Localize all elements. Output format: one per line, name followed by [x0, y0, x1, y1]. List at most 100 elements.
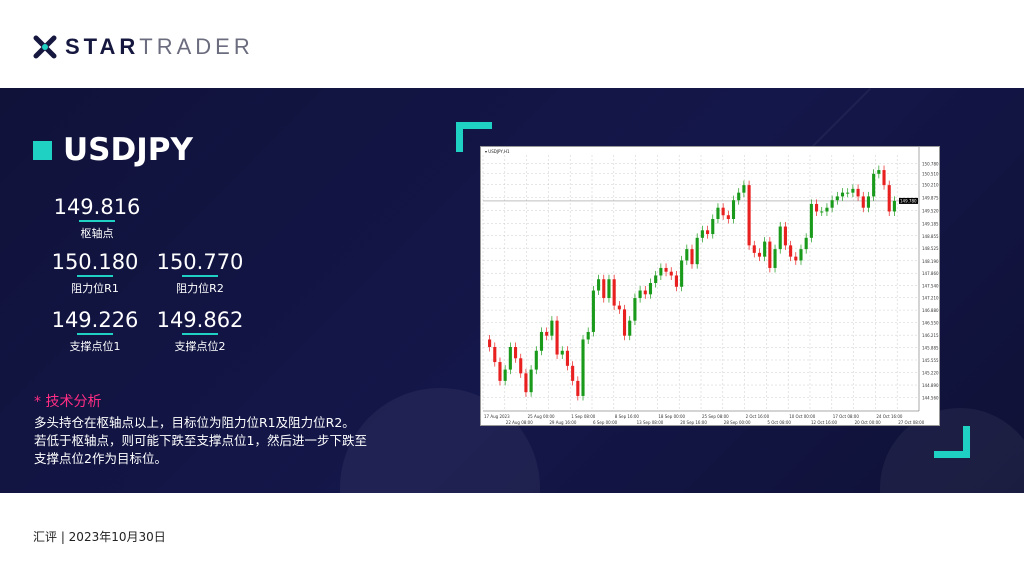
- candle-body: [778, 226, 782, 250]
- r1-label: 阻力位R1: [71, 282, 119, 295]
- y-tick-label: 144.560: [922, 395, 939, 400]
- corner-bracket: [934, 451, 970, 458]
- x-tick-label: 24 Oct 16:00: [876, 414, 903, 419]
- candle-body: [581, 339, 585, 396]
- candle-body: [835, 196, 839, 201]
- candle-body: [825, 207, 829, 212]
- candle-body: [877, 170, 881, 174]
- x-tick-label: 27 Oct 08:00: [898, 420, 925, 425]
- r2-value: 150.770: [156, 250, 244, 274]
- candle-body: [654, 275, 658, 283]
- candle-body: [565, 350, 569, 366]
- current-price-label: 149.780: [900, 198, 917, 203]
- candle-body: [669, 271, 673, 276]
- y-tick-label: 146.880: [922, 308, 939, 313]
- page-title: USDJPY: [63, 132, 193, 168]
- title-marker: [33, 141, 52, 160]
- candle-body: [560, 350, 564, 355]
- candle-body: [519, 358, 523, 374]
- s2-label: 支撑点位2: [174, 340, 226, 353]
- y-tick-label: 148.190: [922, 259, 939, 264]
- candle-body: [804, 237, 808, 250]
- x-tick-label: 12 Oct 16:00: [811, 420, 838, 425]
- x-tick-label: 1 Sep 08:00: [571, 414, 596, 419]
- y-tick-label: 144.890: [922, 383, 939, 388]
- candle-body: [674, 275, 678, 287]
- candle-body: [633, 298, 637, 321]
- s1-label: 支撑点位1: [69, 340, 121, 353]
- x-tick-label: 5 Oct 08:00: [767, 420, 791, 425]
- content-band: USDJPY 149.816 枢轴点 150.180 阻力位R1 150.770 阻力…: [0, 88, 1024, 493]
- y-tick-label: 150.780: [922, 161, 939, 166]
- x-tick-label: 28 Sep 00:00: [724, 420, 751, 425]
- candle-body: [555, 320, 559, 355]
- star-logo-icon: [33, 35, 57, 59]
- s2-value: 149.862: [156, 308, 244, 332]
- x-tick-label: 17 Aug 2023: [484, 414, 510, 419]
- candle-body: [622, 309, 627, 336]
- candle-body: [706, 230, 710, 235]
- candle-body: [545, 331, 549, 336]
- x-tick-label: 22 Aug 08:00: [506, 420, 533, 425]
- candle-body: [508, 347, 512, 370]
- candle-body: [607, 279, 611, 299]
- candle-body: [763, 241, 767, 257]
- y-tick-label: 150.510: [922, 171, 939, 176]
- candle-body: [726, 215, 730, 219]
- candle-body: [524, 373, 528, 393]
- candle-body: [866, 196, 871, 208]
- candle-body: [757, 252, 762, 257]
- analysis-body: 多头持仓在枢轴点以上，目标位为阻力位R1及阻力位R2。 若低于枢轴点，则可能下跌…: [34, 414, 434, 468]
- candle-body: [794, 256, 798, 261]
- y-tick-label: 147.860: [922, 271, 939, 276]
- candle-body: [638, 290, 642, 299]
- analysis-line: 支撑点位2作为目标位。: [34, 451, 167, 466]
- candlestick-chart: 144.560 144.890 145.220 145.555 145.885 146.2…: [482, 147, 939, 425]
- candle-body: [752, 245, 756, 253]
- s1-level: 149.226 支撑点位1: [40, 308, 150, 354]
- r2-label: 阻力位R2: [176, 282, 224, 295]
- candle-body: [591, 290, 595, 332]
- x-tick-label: 25 Aug 00:00: [528, 414, 555, 419]
- x-tick-label: 17 Oct 08:00: [833, 414, 860, 419]
- candle-body: [830, 200, 834, 208]
- y-tick-label: 150.210: [922, 183, 939, 188]
- candle-body: [695, 237, 699, 265]
- s2-level: 149.862 支撑点位2: [145, 308, 255, 354]
- candle-body: [721, 207, 725, 216]
- pivot-label: 枢轴点: [80, 227, 114, 240]
- candle-body: [892, 200, 896, 212]
- candle-body: [617, 305, 621, 310]
- y-tick-label: 149.875: [922, 195, 939, 200]
- candle-body: [783, 226, 787, 246]
- candle-body: [643, 290, 647, 295]
- candle-body: [597, 279, 601, 291]
- x-tick-label: 2 Oct 16:00: [746, 414, 770, 419]
- candle-body: [576, 380, 580, 396]
- corner-bracket: [963, 426, 970, 458]
- candle-body: [628, 320, 632, 336]
- candle-body: [498, 362, 502, 381]
- candle-body: [846, 192, 850, 194]
- candle-body: [711, 219, 715, 235]
- candle-body: [799, 249, 803, 261]
- current-price-tag: [899, 197, 918, 204]
- analysis-heading: * 技术分析: [34, 394, 102, 410]
- symbol-label: ▾ USDJPY,H1: [485, 149, 510, 154]
- candle-body: [659, 267, 663, 276]
- candle-body: [768, 241, 772, 268]
- y-tick-label: 149.185: [922, 221, 939, 226]
- y-tick-label: 146.550: [922, 321, 939, 326]
- candle-body: [742, 185, 746, 193]
- analysis-line: 多头持仓在枢轴点以上，目标位为阻力位R1及阻力位R2。: [34, 415, 355, 430]
- candle-body: [820, 211, 824, 213]
- x-tick-label: 25 Sep 08:00: [702, 414, 729, 419]
- r1-value: 150.180: [51, 250, 139, 274]
- candle-body: [700, 230, 704, 238]
- candle-body: [513, 347, 518, 359]
- candle-body: [503, 369, 507, 381]
- candle-body: [856, 188, 860, 197]
- candle-body: [747, 185, 751, 246]
- candle-body: [680, 260, 684, 287]
- x-tick-label: 6 Sep 00:00: [593, 420, 618, 425]
